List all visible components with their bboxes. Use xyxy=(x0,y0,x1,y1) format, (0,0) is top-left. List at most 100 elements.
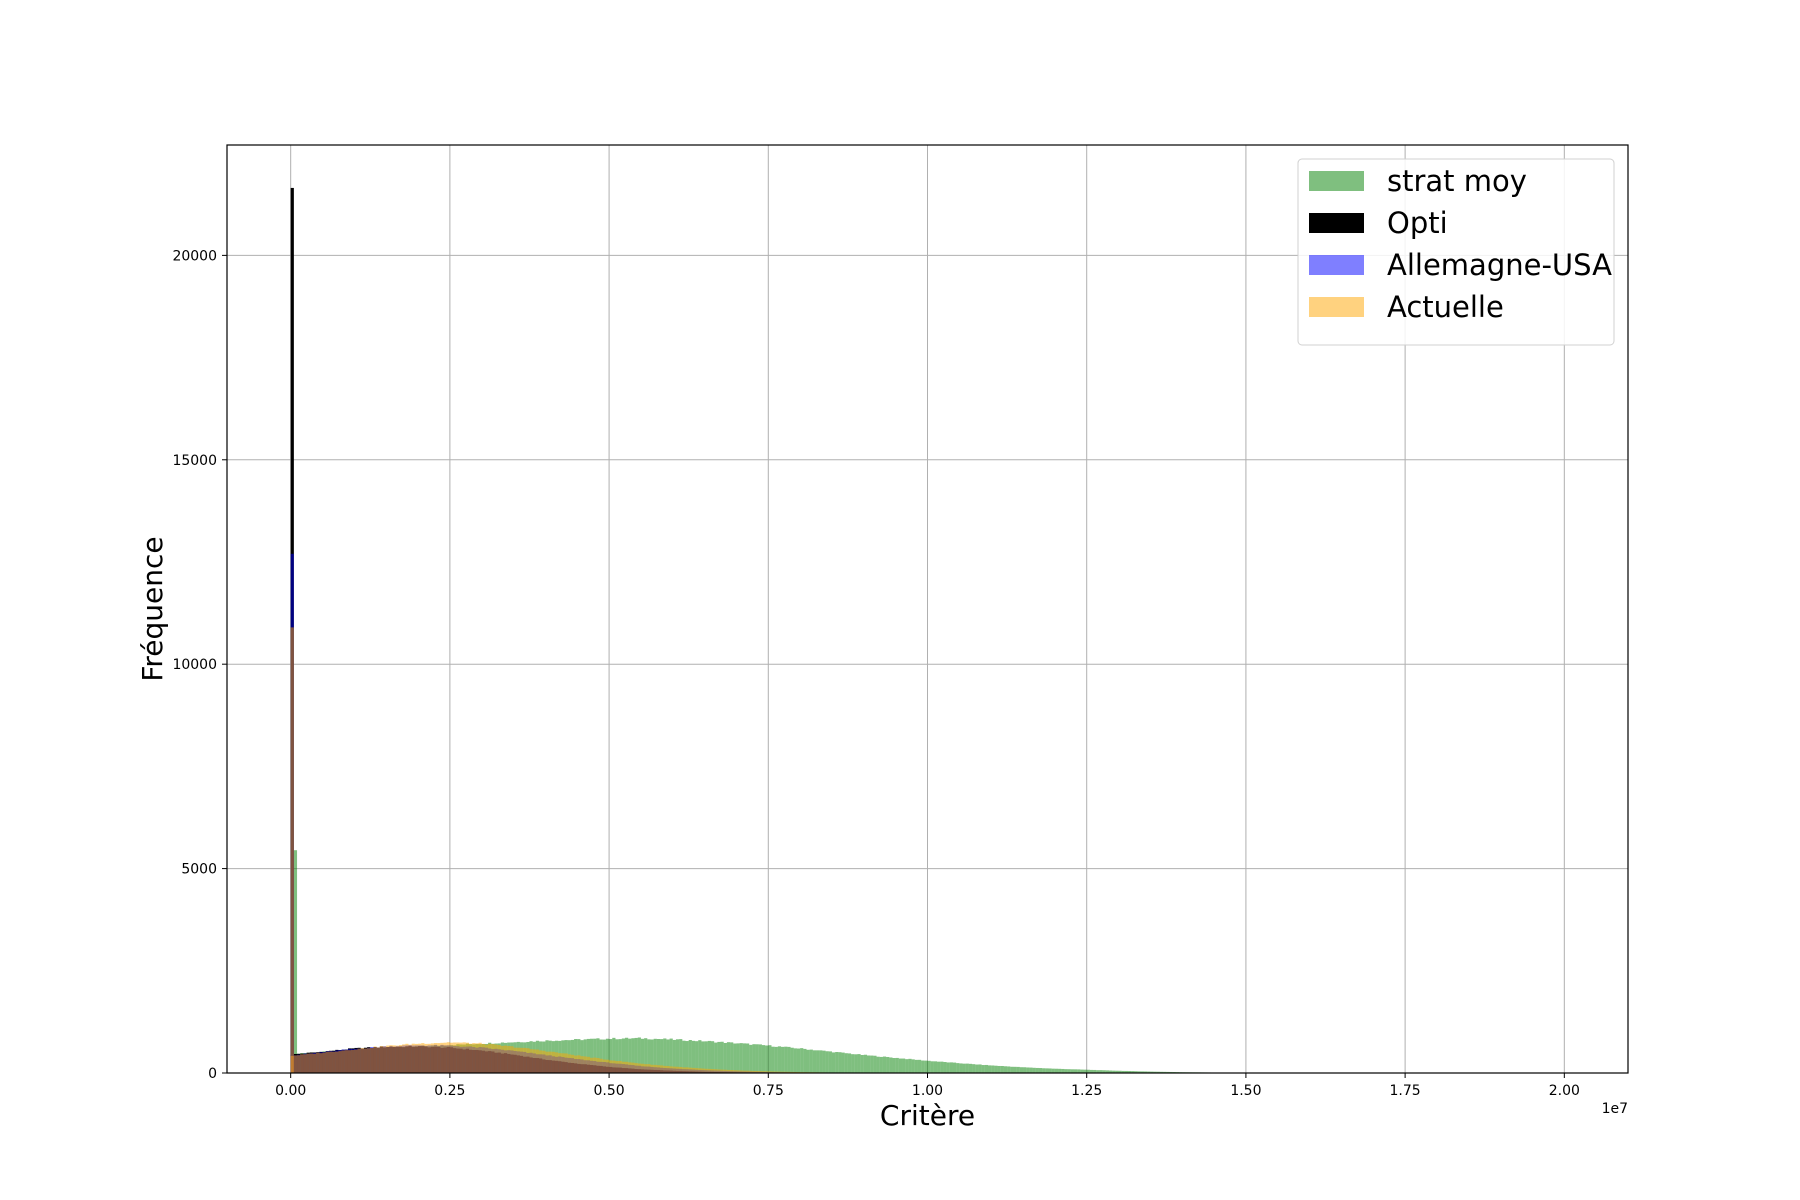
histogram-bar xyxy=(1083,1069,1087,1073)
histogram-bar xyxy=(1153,1071,1157,1073)
histogram-bar xyxy=(631,1038,635,1073)
histogram-bar xyxy=(675,1066,680,1073)
histogram-bar xyxy=(609,1039,613,1073)
histogram-bar xyxy=(491,1044,495,1073)
histogram-bar xyxy=(1144,1071,1148,1073)
y-tick-label: 20000 xyxy=(172,248,217,264)
x-tick-label: 1.50 xyxy=(1230,1083,1261,1099)
histogram-bar xyxy=(691,1067,696,1073)
histogram-bar xyxy=(535,1049,540,1073)
legend-label: Allemagne-USA xyxy=(1387,248,1612,282)
histogram-bar xyxy=(968,1063,973,1073)
histogram-bar xyxy=(733,1070,737,1073)
histogram-bar xyxy=(800,1048,804,1073)
histogram-bar xyxy=(656,1065,661,1073)
histogram-bar xyxy=(688,1067,692,1073)
histogram-bar xyxy=(771,1071,775,1073)
histogram-bar xyxy=(898,1058,903,1073)
histogram-bar xyxy=(710,1041,715,1073)
histogram-bar xyxy=(1124,1070,1129,1073)
histogram-bar xyxy=(1000,1065,1004,1073)
histogram-bar xyxy=(475,1043,479,1073)
histogram-bar xyxy=(1115,1070,1119,1073)
histogram-bar xyxy=(911,1059,915,1073)
histogram-bar xyxy=(682,1040,686,1073)
histogram-bar xyxy=(653,1038,657,1073)
histogram-bar xyxy=(328,1051,333,1073)
histogram-bar xyxy=(746,1070,750,1073)
histogram-bar xyxy=(640,1038,645,1073)
histogram-bar xyxy=(1131,1071,1135,1073)
histogram-bar xyxy=(1016,1066,1020,1073)
histogram-bar xyxy=(637,1063,641,1073)
histogram-bar xyxy=(669,1066,673,1073)
histogram-bar xyxy=(1042,1068,1046,1073)
histogram-bar xyxy=(666,1039,670,1073)
histogram-bar xyxy=(602,1059,606,1073)
histogram-bar xyxy=(1159,1071,1164,1073)
histogram-bar xyxy=(739,1043,743,1073)
histogram-bar xyxy=(736,1043,740,1073)
histogram-bar xyxy=(742,1070,747,1073)
histogram-bar xyxy=(994,1065,998,1073)
histogram-bar xyxy=(793,1048,797,1073)
histogram-bars xyxy=(290,187,1406,1073)
histogram-bar xyxy=(972,1064,976,1073)
histogram-bar xyxy=(488,1043,492,1073)
histogram-bar xyxy=(618,1060,622,1073)
histogram-bar xyxy=(991,1065,995,1073)
histogram-bar xyxy=(1038,1068,1043,1073)
histogram-bar xyxy=(602,1039,606,1073)
histogram-bar xyxy=(746,1043,750,1073)
histogram-bar xyxy=(459,1042,463,1073)
histogram-bar xyxy=(1007,1066,1011,1073)
histogram-bar xyxy=(1073,1069,1078,1073)
histogram-bar xyxy=(319,1053,323,1073)
histogram-bar xyxy=(1156,1071,1160,1073)
histogram-bar xyxy=(1010,1066,1014,1073)
histogram-bar xyxy=(739,1070,743,1073)
histogram-bar xyxy=(1045,1068,1049,1073)
histogram-bar xyxy=(414,1043,419,1073)
histogram-bar xyxy=(644,1064,648,1073)
x-axis-label: Critère xyxy=(880,1099,975,1132)
histogram-bar xyxy=(905,1059,909,1073)
histogram-bar xyxy=(1121,1070,1125,1073)
histogram-bar xyxy=(886,1056,890,1073)
histogram-bar xyxy=(593,1038,597,1073)
histogram-bar xyxy=(548,1051,552,1073)
histogram-bar xyxy=(876,1056,880,1073)
histogram-bar xyxy=(634,1063,638,1073)
histogram-bar xyxy=(1054,1068,1059,1073)
histogram-bar xyxy=(714,1069,718,1073)
histogram-bar xyxy=(895,1057,899,1073)
histogram-bar xyxy=(844,1053,848,1073)
histogram-bar xyxy=(771,1046,775,1073)
histogram-bar xyxy=(309,1053,313,1073)
histogram-bar xyxy=(758,1044,762,1073)
histogram-bar xyxy=(704,1041,708,1073)
histogram-bar xyxy=(631,1062,635,1073)
histogram-bar xyxy=(605,1038,610,1073)
histogram-bar xyxy=(1150,1071,1154,1073)
histogram-bar xyxy=(647,1064,651,1073)
histogram-bar xyxy=(532,1049,536,1073)
histogram-bar xyxy=(510,1046,514,1073)
histogram-bar xyxy=(707,1040,711,1073)
histogram-bar xyxy=(589,1057,594,1073)
histogram-bar xyxy=(405,1043,409,1073)
histogram-bar xyxy=(1105,1070,1109,1073)
histogram-bar xyxy=(717,1069,721,1073)
histogram-bar xyxy=(701,1068,705,1073)
histogram-bar xyxy=(481,1043,485,1073)
histogram-bar xyxy=(507,1045,511,1073)
histogram-bar xyxy=(526,1048,530,1073)
histogram-bar xyxy=(765,1045,769,1073)
histogram-bar xyxy=(1061,1068,1065,1073)
histogram-bar xyxy=(730,1042,734,1073)
histogram-bar xyxy=(733,1043,737,1073)
y-tick-label: 5000 xyxy=(181,862,217,878)
histogram-bar xyxy=(1099,1070,1103,1073)
histogram-bar xyxy=(672,1039,676,1073)
